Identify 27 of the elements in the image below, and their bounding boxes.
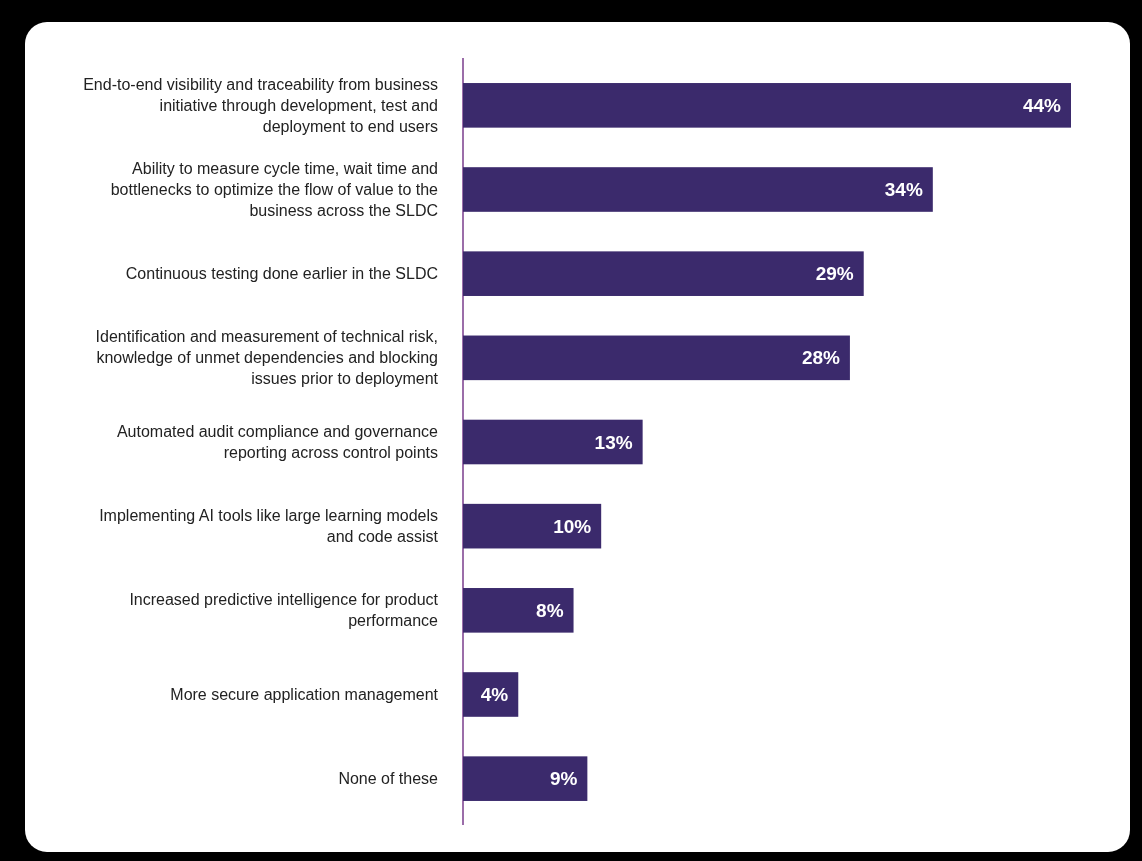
bar bbox=[463, 251, 864, 296]
bar bbox=[463, 335, 850, 381]
bar bbox=[463, 756, 588, 801]
bar bbox=[463, 83, 1071, 128]
data-label: 44% bbox=[1022, 94, 1062, 116]
data-label: 13% bbox=[594, 431, 633, 453]
bar bbox=[463, 672, 519, 717]
y-tick-label: Continuous testing done earlier in the SLDC bbox=[125, 265, 438, 283]
data-label: 34% bbox=[884, 179, 923, 201]
data-label: 4% bbox=[480, 684, 509, 706]
data-label: 10% bbox=[553, 515, 592, 537]
data-label: 29% bbox=[815, 263, 854, 285]
y-tick-label: Increased predictive intelligence for product performance bbox=[129, 591, 439, 630]
bar bbox=[463, 419, 643, 465]
data-label: 28% bbox=[801, 347, 841, 369]
y-tick-label: End-to-end visibility and traceability from business initiative through development, test and deployment to end users bbox=[83, 75, 438, 135]
bar bbox=[463, 167, 933, 212]
y-tick-label: Identification and measurement of technical risk, knowledge of unmet dependencies and blocking issues prior to deployment bbox=[95, 328, 439, 388]
data-label: 8% bbox=[536, 599, 564, 621]
y-tick-label: More secure application management bbox=[170, 686, 439, 704]
bar bbox=[463, 588, 574, 633]
bar bbox=[463, 503, 602, 549]
y-tick-label: Automated audit compliance and governance reporting across control points bbox=[116, 423, 439, 462]
y-tick-label: Implementing AI tools like large learning models and code assist bbox=[99, 507, 439, 546]
y-tick-label: None of these bbox=[338, 770, 439, 788]
data-label: 9% bbox=[549, 768, 578, 790]
y-tick-label: Ability to measure cycle time, wait time and bottlenecks to optimize the flow of value to the business across the SLDC bbox=[110, 160, 439, 220]
